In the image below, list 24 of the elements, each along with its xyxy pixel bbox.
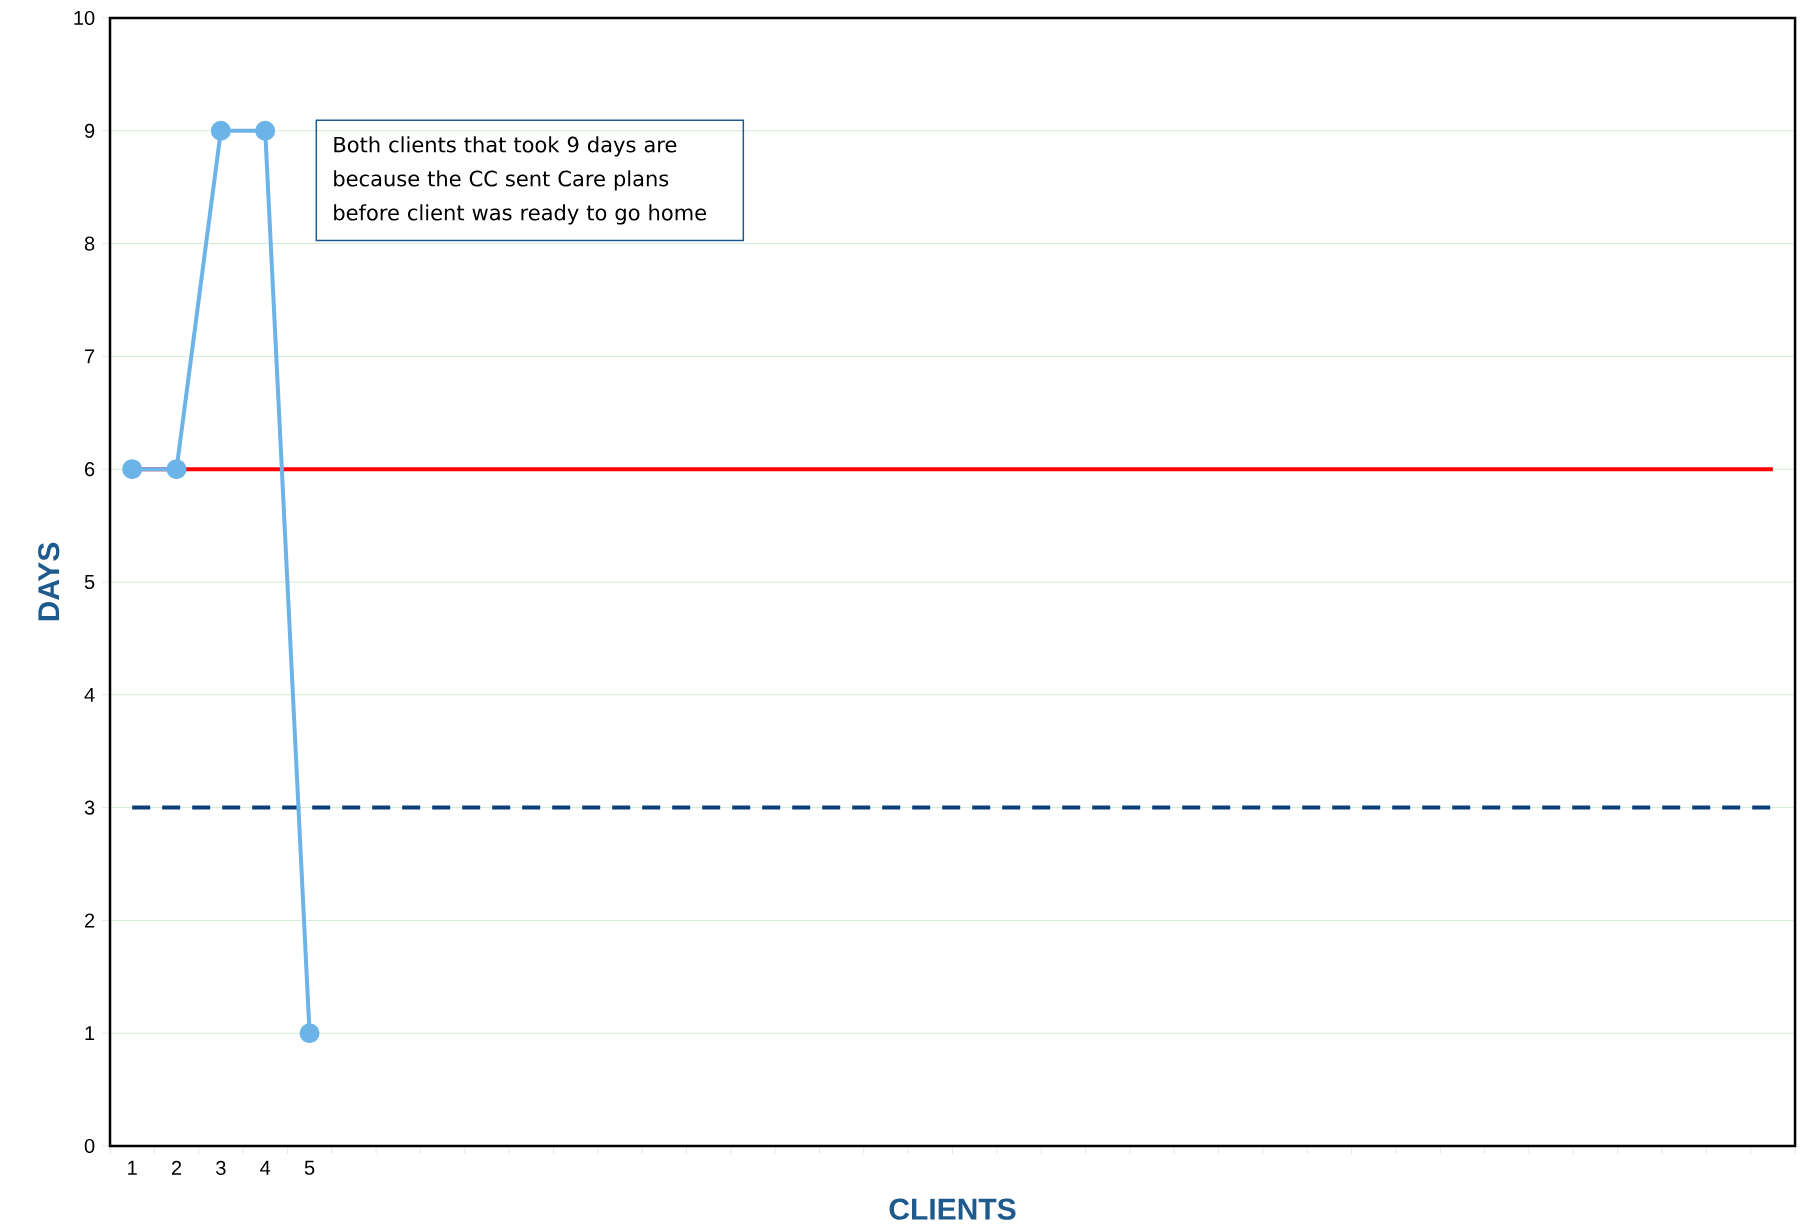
y-tick-label: 10: [74, 10, 95, 26]
y-tick-label: 7: [85, 349, 95, 364]
x-tick-label: 1: [128, 1160, 137, 1175]
y-tick-label: 3: [84, 800, 95, 815]
y-tick-label: 2: [85, 913, 95, 928]
y-tick-label: 9: [84, 123, 95, 138]
y-axis-title: DAYS: [38, 542, 60, 621]
x-tick-label: 5: [304, 1160, 315, 1175]
annotation: Both clients that took 9 days are because the CC sent Care plans before client was ready to go home: [334, 136, 706, 225]
y-tick-label: 0: [84, 1138, 95, 1154]
x-tick-label: 4: [260, 1160, 271, 1175]
x-tick-label: 3: [216, 1160, 226, 1176]
point: [166, 459, 187, 480]
y-tick-label: 4: [84, 687, 95, 702]
point: [299, 1023, 320, 1044]
y-tick-label: 6: [85, 462, 95, 477]
y-tick-label: 5: [84, 575, 95, 589]
point: [210, 120, 231, 141]
y-tick-label: 1: [85, 1026, 95, 1041]
x-tick-label: 2: [171, 1160, 182, 1175]
x-axis-title: CLIENTS: [889, 1198, 1016, 1220]
point: [255, 120, 276, 141]
y-tick-label: 8: [84, 236, 95, 251]
point: [122, 459, 143, 480]
